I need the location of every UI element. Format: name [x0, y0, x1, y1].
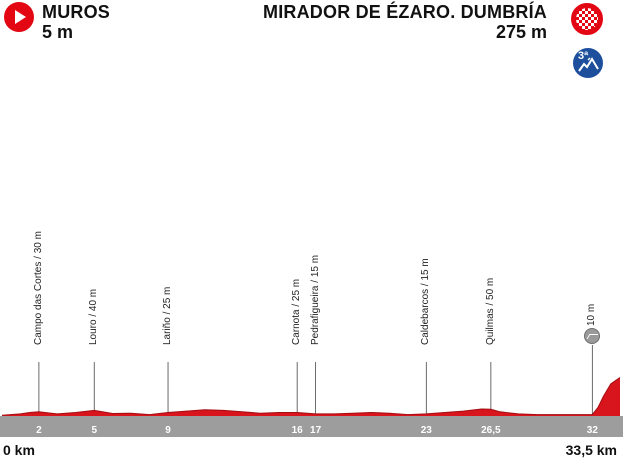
- start-altitude: 5 m: [42, 22, 74, 42]
- distance-band: [0, 416, 623, 437]
- waypoint-label-4: Pedrafigueira / 15 m: [309, 254, 321, 345]
- km-tick-2: 9: [165, 425, 171, 436]
- climb-category: 3ª: [578, 50, 589, 62]
- finish-name: MIRADOR DE ÉZARO. DUMBRÍA: [263, 2, 547, 22]
- kom-marker: [584, 328, 601, 344]
- km-tick-6: 26,5: [481, 425, 501, 436]
- distance-start-label: 0 km: [3, 442, 35, 458]
- km-tick-5: 23: [420, 425, 432, 436]
- waypoint-label-6: Quilmas / 50 m: [484, 277, 496, 345]
- mountain-icon: [578, 57, 599, 72]
- climb-category-badge: 3ª: [573, 48, 603, 78]
- waypoint-label-0: Campo das Cortes / 30 m: [32, 231, 44, 345]
- waypoint-label-2: Lariño / 25 m: [162, 286, 174, 345]
- km-tick-4: 17: [310, 425, 322, 436]
- km-tick-7: 32: [586, 425, 598, 436]
- km-tick-0: 2: [36, 425, 42, 436]
- waypoint-label-1: Louro / 40 m: [88, 288, 100, 345]
- km-tick-3: 16: [291, 425, 303, 436]
- checkered-flag-icon: [571, 3, 603, 35]
- waypoint-label-7: 10 m: [586, 303, 598, 326]
- play-icon: [4, 2, 34, 32]
- waypoint-label-3: Carnota / 25 m: [291, 278, 303, 345]
- waypoint-label-5: Caldebarcos / 15 m: [420, 258, 432, 345]
- profile-line: [1, 377, 621, 416]
- finish-altitude: 275 m: [495, 22, 547, 42]
- distance-end-label: 33,5 km: [565, 442, 617, 458]
- start-name: MUROS: [42, 2, 110, 22]
- km-tick-1: 5: [91, 425, 98, 436]
